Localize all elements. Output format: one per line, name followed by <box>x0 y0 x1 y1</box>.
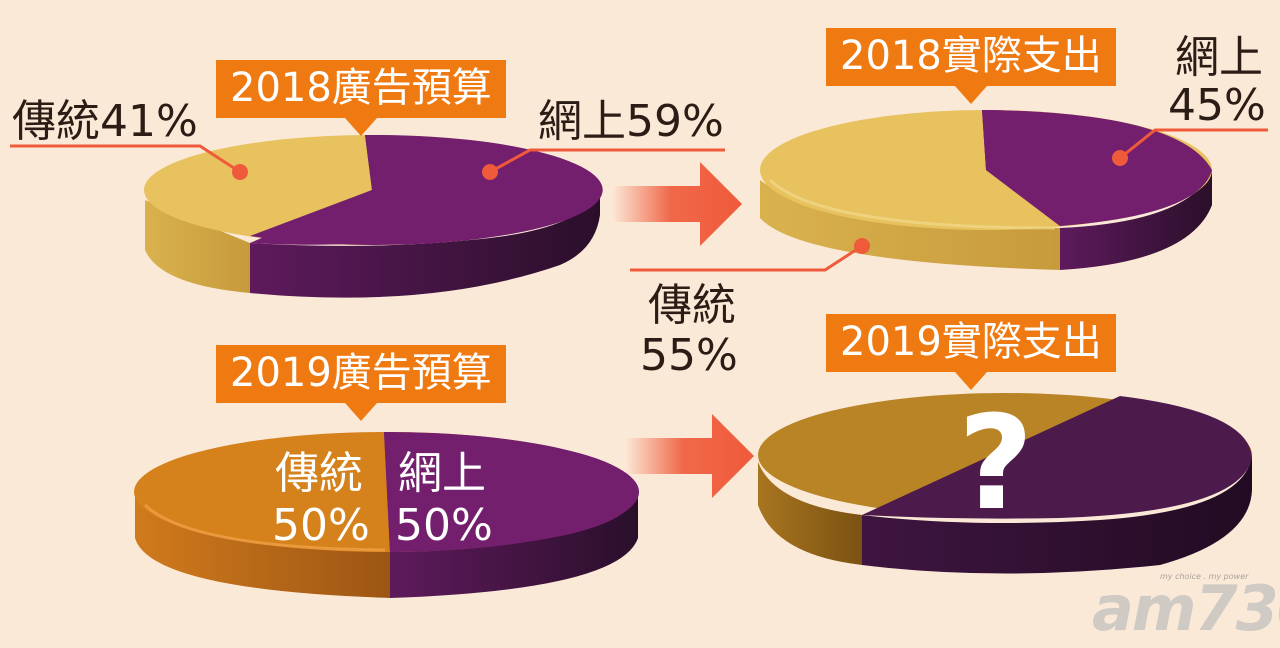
pie4-top-purple <box>862 396 1252 519</box>
pie4-side-purple <box>862 455 1252 574</box>
pie2-label-online-value: 45% <box>1168 80 1266 131</box>
pie3-side-purple <box>390 492 638 598</box>
pie-2019-actual <box>758 393 1252 574</box>
pie2-title: 2018實際支出 <box>826 28 1116 104</box>
pie4-title: 2019實際支出 <box>826 314 1116 390</box>
pie2-leader-traditional <box>630 244 863 272</box>
arrow-2019 <box>625 414 754 498</box>
question-mark: ? <box>958 387 1034 539</box>
pie2-label-traditional-name: 傳統 <box>648 280 736 331</box>
pie1-title: 2018廣告預算 <box>216 60 506 136</box>
watermark-logo: am730 <box>1092 572 1280 645</box>
pie2-label-traditional-value: 55% <box>640 330 738 381</box>
pie3-side-orange <box>135 492 390 598</box>
pie3-label-traditional-value: 50% <box>272 500 370 551</box>
pie2-rim-highlight <box>768 178 1056 230</box>
pie1-leader-traditional <box>10 144 241 174</box>
pie-2018-budget <box>10 134 725 298</box>
pie3-top-purple-fill <box>384 432 638 552</box>
pie3-label-online-name: 網上 <box>398 448 486 499</box>
arrow-2018 <box>612 162 742 246</box>
pie1-label-online: 網上59% <box>538 96 724 147</box>
pie1-side-gold <box>145 200 250 293</box>
pie2-side-purple <box>1060 170 1212 270</box>
pie3-label-online-value: 50% <box>395 500 493 551</box>
pie1-leader-online <box>489 148 725 174</box>
pie3-title: 2019廣告預算 <box>216 345 506 421</box>
pie3-label-traditional-name: 傳統 <box>275 448 363 499</box>
pie4-side-gold <box>758 462 862 565</box>
pie-2018-actual <box>630 110 1268 272</box>
pie2-top-purple-fill <box>982 110 1212 226</box>
pie-2019-budget <box>134 431 640 598</box>
pie1-label-traditional: 傳統41% <box>12 96 198 147</box>
watermark-tagline: my choice . my power <box>1160 572 1249 581</box>
pie1-top-purple-main <box>250 134 603 245</box>
pie2-label-online-name: 網上 <box>1175 32 1263 83</box>
pie1-side-purple <box>250 185 600 298</box>
pie2-leader-online <box>1119 128 1268 160</box>
pie3-rim-highlight <box>143 503 386 552</box>
